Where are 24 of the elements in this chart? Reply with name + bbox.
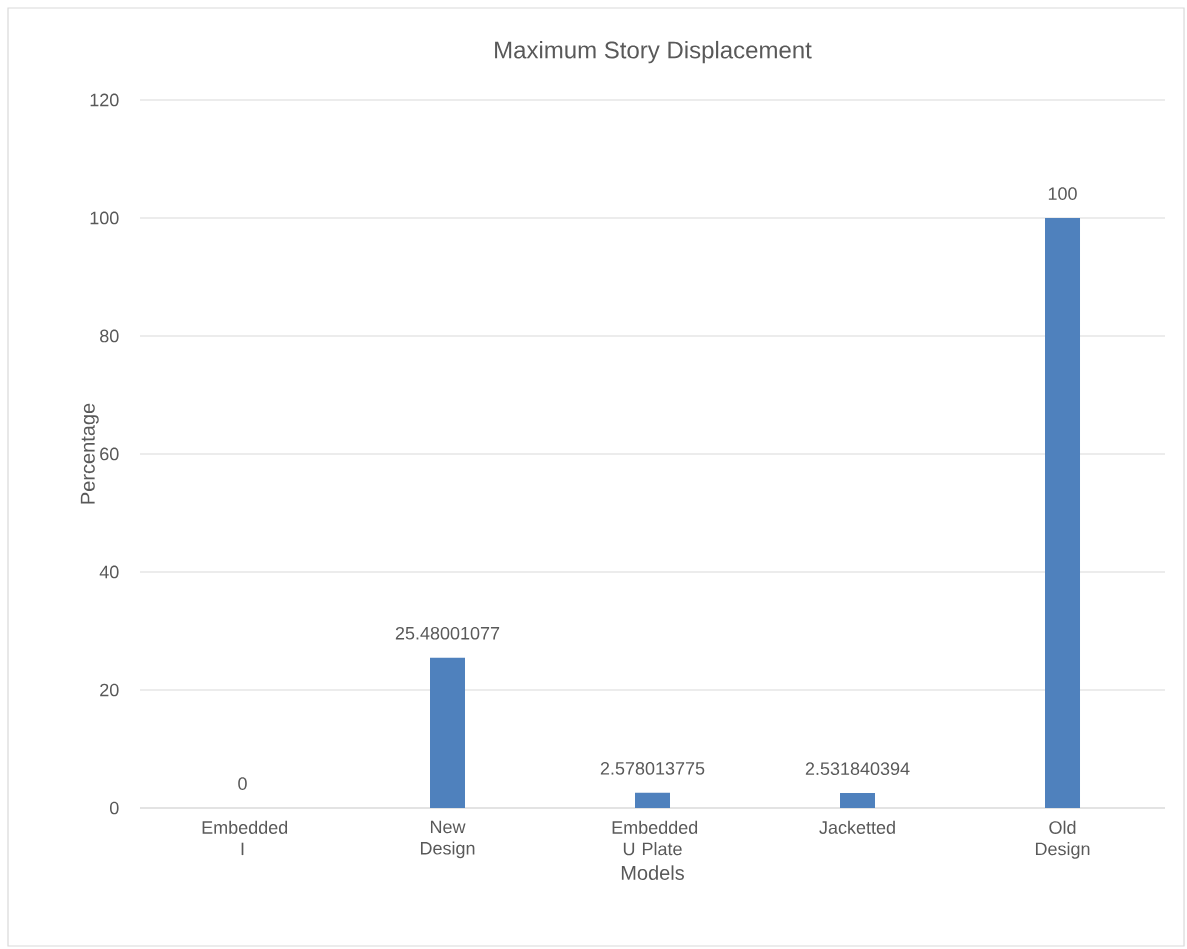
bar (635, 792, 671, 808)
chart-title: Maximum Story Displacement (495, 40, 812, 64)
y-tick-label: 60 (100, 447, 119, 461)
data-label: 25.48001077 (395, 626, 500, 640)
y-tick-label: 20 (100, 683, 119, 697)
bar (1045, 217, 1081, 808)
x-tick-label: Embedded I (202, 820, 288, 856)
bar (840, 793, 876, 808)
y-tick-label: 80 (100, 329, 119, 343)
data-label: 2.531840394 (805, 762, 910, 776)
y-tick-label: 120 (90, 93, 119, 107)
y-axis-title: Percentage (80, 403, 99, 504)
y-tick-label: 0 (109, 801, 119, 815)
x-tick-label: Jacketted (819, 820, 895, 834)
x-tick-label: New Design (420, 820, 475, 859)
x-axis-title: Models (621, 865, 684, 880)
y-tick-label: 100 (90, 211, 119, 225)
bar (430, 657, 466, 808)
data-label: 0 (238, 777, 247, 790)
x-tick-label: Old Design (1035, 820, 1090, 859)
data-label: 100 (1048, 187, 1077, 200)
y-tick-label: 40 (99, 565, 119, 579)
x-tick-label: Embedded U Plate (612, 820, 698, 856)
data-label: 2.578013775 (600, 762, 705, 775)
